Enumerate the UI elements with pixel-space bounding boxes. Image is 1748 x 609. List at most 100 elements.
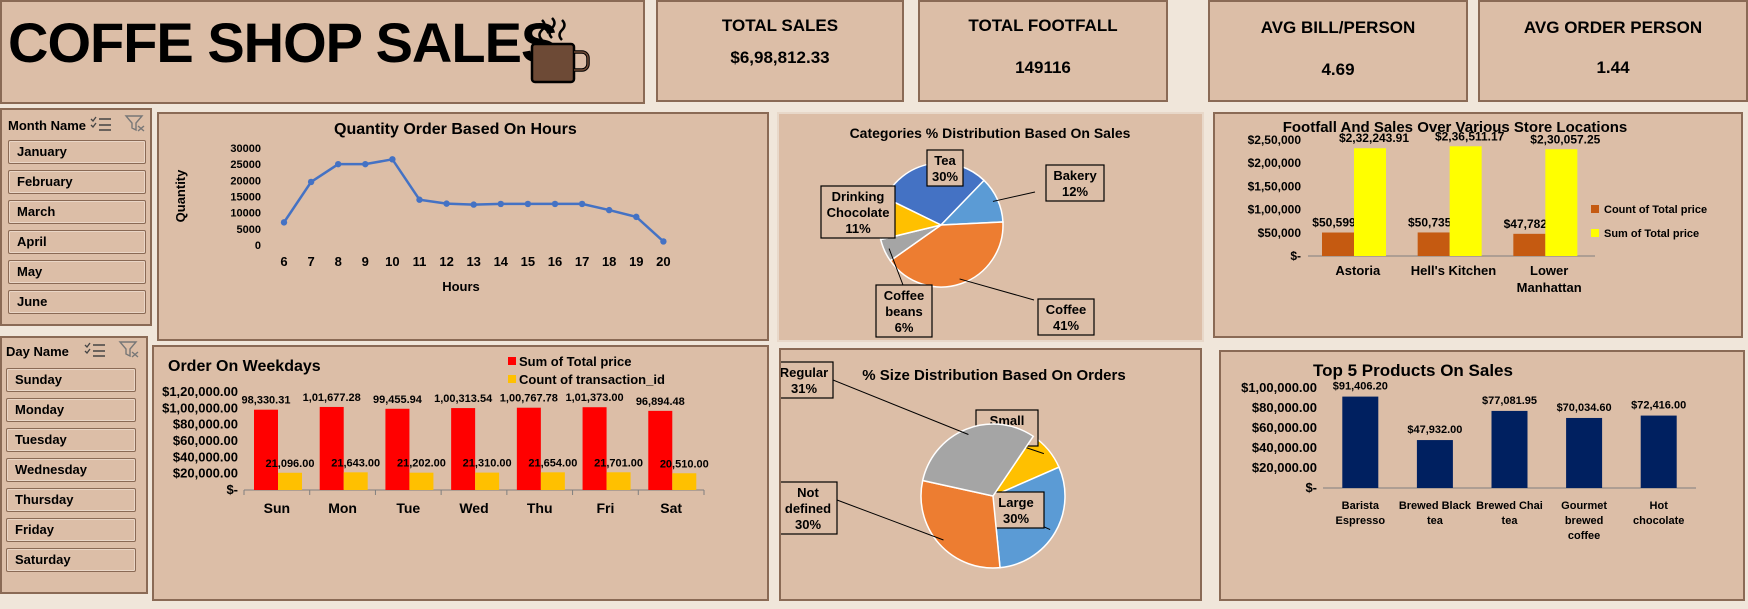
legend-swatch — [508, 375, 516, 383]
bar — [1449, 146, 1482, 256]
data-point — [497, 200, 504, 208]
x-tick-label: chocolate — [1633, 515, 1684, 527]
data-label: Bakery — [1053, 168, 1097, 183]
data-label: Coffee — [884, 288, 924, 303]
chart-title: Order On Weekdays — [168, 358, 321, 375]
bar — [1640, 415, 1677, 488]
y-tick-label: $50,000 — [1258, 226, 1302, 240]
dashboard-title: COFFE SHOP SALES — [8, 11, 558, 74]
kpi-label: AVG BILL/PERSON — [1260, 18, 1416, 37]
categories-chart-panel: Categories % Distribution Based On Sales… — [777, 112, 1204, 342]
data-label: Not — [797, 485, 819, 500]
y-tick-label: $80,000.00 — [173, 417, 238, 432]
legend-swatch — [508, 357, 516, 365]
data-label: Chocolate — [827, 205, 890, 220]
x-tick-label: Brewed Chai — [1476, 500, 1543, 512]
y-tick-label: 20000 — [230, 175, 261, 187]
chart-title: % Size Distribution Based On Orders — [862, 367, 1125, 384]
y-tick-label: 0 — [255, 240, 261, 252]
y-tick-label: $2,50,000 — [1248, 133, 1302, 147]
data-point — [524, 200, 532, 208]
y-tick-label: $1,20,000.00 — [162, 384, 238, 399]
y-tick-label: $40,000.00 — [173, 449, 238, 464]
bar — [409, 472, 434, 490]
bar — [582, 407, 607, 490]
slicer-item-may[interactable]: May — [8, 260, 146, 284]
slicer-item-friday[interactable]: Friday — [6, 518, 136, 542]
locations-chart: Footfall And Sales Over Various Store Lo… — [1248, 119, 1707, 295]
clear-filter-icon[interactable] — [124, 114, 146, 132]
data-label: Regular — [781, 365, 828, 380]
data-label: Tea — [934, 153, 956, 168]
leader-line — [832, 379, 969, 435]
slicer-item-saturday[interactable]: Saturday — [6, 548, 136, 572]
slicer-item-april[interactable]: April — [8, 230, 146, 254]
slicer-item-sunday[interactable]: Sunday — [6, 368, 136, 392]
slicer-item-monday[interactable]: Monday — [6, 398, 136, 422]
data-point — [280, 219, 288, 226]
y-tick-label: 30000 — [230, 143, 261, 155]
bar — [1545, 149, 1578, 256]
bar — [319, 406, 344, 490]
hours-chart-panel: Quantity Order Based On Hours 30000 25000 2… — [157, 112, 769, 341]
y-tick-label: $- — [1305, 480, 1317, 495]
bar — [385, 408, 410, 490]
slicer-item-thursday[interactable]: Thursday — [6, 488, 136, 512]
weekdays-chart: Order On Weekdays Sum of Total price Count… — [162, 354, 709, 516]
multi-select-icon[interactable] — [84, 342, 106, 358]
bar — [475, 472, 500, 490]
data-label: 30% — [795, 517, 821, 532]
data-label-box — [1045, 164, 1105, 202]
bar — [606, 472, 631, 490]
x-tick-label: 8 — [335, 254, 342, 269]
data-label: 96,894.48 — [636, 396, 685, 408]
data-label: $91,406.20 — [1333, 381, 1388, 393]
legend-label: Count of Total price — [1604, 204, 1707, 216]
data-point — [660, 238, 667, 245]
month-slicer: Month Name January February March April … — [0, 108, 152, 326]
data-label: beans — [885, 304, 923, 319]
x-tick-label: coffee — [1568, 530, 1600, 542]
x-tick-label: Sun — [264, 500, 290, 516]
y-tick-label: 10000 — [230, 208, 261, 220]
leader-line — [992, 191, 1036, 202]
x-tick-label: 16 — [548, 254, 562, 269]
data-label: 21,643.00 — [331, 457, 380, 469]
bar — [516, 407, 541, 490]
pie-slice — [920, 479, 1001, 569]
multi-select-icon[interactable] — [90, 116, 112, 132]
kpi-value: 4.69 — [1321, 60, 1355, 79]
data-point — [443, 200, 450, 207]
chart-title: Categories % Distribution Based On Sales — [850, 125, 1131, 141]
y-tick-label: $20,000.00 — [173, 466, 238, 481]
x-tick-label: Lower — [1530, 263, 1568, 278]
bar — [540, 472, 565, 490]
clear-filter-icon[interactable] — [118, 340, 140, 358]
pie-slice — [889, 221, 1004, 288]
slicer-item-february[interactable]: February — [8, 170, 146, 194]
data-label: 21,202.00 — [397, 458, 446, 470]
data-label: 1,01,373.00 — [566, 392, 624, 404]
data-label: 6% — [895, 320, 914, 335]
data-label: $50,735 — [1408, 215, 1452, 229]
bar — [1342, 396, 1379, 488]
x-tick-label: 19 — [629, 254, 643, 269]
sizes-chart-panel: % Size Distribution Based On Orders Small… — [779, 348, 1202, 601]
slicer-item-march[interactable]: March — [8, 200, 146, 224]
data-label: 98,330.31 — [242, 395, 291, 407]
slicer-header: Day Name — [6, 344, 69, 359]
x-tick-label: 15 — [521, 254, 535, 269]
data-label: 30% — [932, 169, 958, 184]
legend-label: Count of transaction_id — [519, 372, 665, 387]
x-tick-label: Mon — [328, 500, 357, 516]
y-tick-label: $2,00,000 — [1248, 156, 1302, 170]
slicer-item-wednesday[interactable]: Wednesday — [6, 458, 136, 482]
x-tick-label: Hell's Kitchen — [1411, 263, 1497, 278]
slicer-item-june[interactable]: June — [8, 290, 146, 314]
bar — [1354, 148, 1386, 256]
kpi-label: AVG ORDER PERSON — [1523, 18, 1703, 37]
slicer-item-january[interactable]: January — [8, 140, 146, 164]
slicer-item-tuesday[interactable]: Tuesday — [6, 428, 136, 452]
data-label-box — [820, 185, 896, 239]
data-point — [307, 178, 315, 186]
